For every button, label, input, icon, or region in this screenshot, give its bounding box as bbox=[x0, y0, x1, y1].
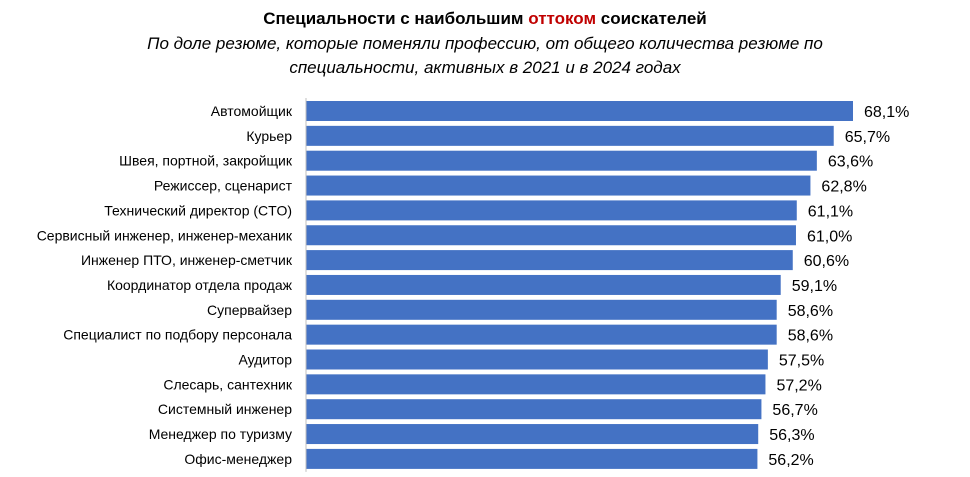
category-label: Супервайзер bbox=[207, 302, 292, 318]
bar bbox=[306, 424, 759, 445]
chart-title: Специальности с наибольшим оттоком соиск… bbox=[0, 8, 970, 30]
bar bbox=[306, 225, 796, 246]
category-label: Швея, портной, закройщик bbox=[119, 153, 293, 169]
chart-title-highlight: оттоком bbox=[528, 9, 597, 28]
bar bbox=[306, 299, 777, 320]
value-label: 58,6% bbox=[788, 328, 833, 345]
value-label: 62,8% bbox=[821, 179, 866, 196]
category-label: Аудитор bbox=[238, 352, 292, 368]
value-label: 56,7% bbox=[772, 402, 817, 419]
category-label: Режиссер, сценарист bbox=[154, 178, 293, 194]
chart-title-suffix: соискателей bbox=[596, 9, 707, 28]
bar bbox=[306, 175, 811, 196]
bar bbox=[306, 399, 762, 420]
category-label: Офис-менеджер bbox=[184, 451, 292, 467]
bar bbox=[306, 448, 758, 469]
value-label: 58,6% bbox=[788, 303, 833, 320]
category-label: Слесарь, сантехник bbox=[163, 376, 293, 392]
value-label: 59,1% bbox=[792, 278, 837, 295]
chart-header: Специальности с наибольшим оттоком соиск… bbox=[0, 8, 970, 80]
bar bbox=[306, 374, 766, 395]
value-label: 57,2% bbox=[776, 377, 821, 394]
bar bbox=[306, 274, 781, 295]
value-label: 60,6% bbox=[804, 253, 849, 270]
bar bbox=[306, 200, 797, 221]
category-label: Автомойщик bbox=[211, 103, 293, 119]
bar bbox=[306, 349, 768, 370]
category-label: Технический директор (CTO) bbox=[104, 202, 292, 218]
value-label: 65,7% bbox=[845, 129, 890, 146]
value-label: 68,1% bbox=[864, 104, 909, 121]
chart-title-prefix: Специальности с наибольшим bbox=[263, 9, 529, 28]
value-label: 56,3% bbox=[769, 427, 814, 444]
category-label: Системный инженер bbox=[158, 401, 292, 417]
value-label: 61,1% bbox=[808, 203, 853, 220]
value-label: 56,2% bbox=[768, 452, 813, 469]
category-label: Координатор отдела продаж bbox=[107, 277, 293, 293]
value-label: 61,0% bbox=[807, 228, 852, 245]
bar bbox=[306, 150, 817, 171]
category-label: Курьер bbox=[246, 128, 292, 144]
bar bbox=[306, 101, 853, 121]
bar bbox=[306, 125, 834, 146]
category-label: Специалист по подбору персонала bbox=[63, 327, 292, 343]
category-label: Сервисный инженер, инженер-механик bbox=[37, 227, 293, 243]
category-label: Инженер ПТО, инженер-сметчик bbox=[81, 252, 293, 268]
value-label: 63,6% bbox=[828, 154, 873, 171]
bar bbox=[306, 250, 793, 271]
category-label: Менеджер по туризму bbox=[149, 426, 292, 442]
chart-subtitle: По доле резюме, которые поменяли професс… bbox=[147, 34, 823, 77]
value-label: 57,5% bbox=[779, 353, 824, 370]
bar bbox=[306, 324, 777, 345]
